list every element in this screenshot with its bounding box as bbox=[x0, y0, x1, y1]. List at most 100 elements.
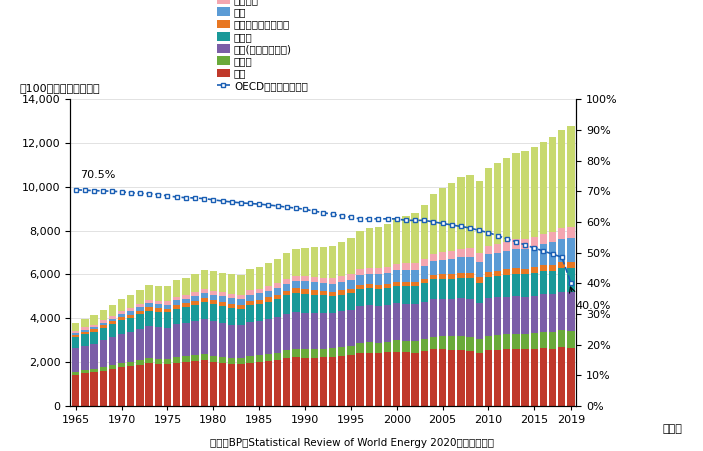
Bar bbox=[100, 371, 107, 406]
Bar bbox=[549, 137, 556, 232]
Bar bbox=[91, 329, 98, 332]
Bar bbox=[72, 375, 79, 406]
Bar bbox=[109, 324, 116, 337]
Bar bbox=[109, 365, 116, 369]
Bar bbox=[402, 270, 410, 282]
Bar bbox=[146, 358, 153, 363]
Bar bbox=[155, 364, 162, 406]
Bar bbox=[182, 356, 190, 362]
Bar bbox=[476, 283, 483, 303]
Bar bbox=[136, 360, 143, 365]
Bar bbox=[338, 242, 345, 276]
Bar bbox=[393, 281, 401, 286]
Bar bbox=[347, 355, 354, 406]
Bar bbox=[420, 339, 428, 351]
Bar bbox=[72, 331, 79, 333]
Bar bbox=[311, 358, 318, 406]
Bar bbox=[209, 272, 217, 290]
Bar bbox=[320, 283, 327, 291]
Bar bbox=[439, 350, 446, 406]
Bar bbox=[522, 249, 529, 269]
Bar bbox=[274, 317, 281, 353]
Text: 70.5%: 70.5% bbox=[80, 170, 116, 180]
Text: 40.0%: 40.0% bbox=[576, 301, 611, 311]
Bar bbox=[356, 289, 363, 306]
Bar bbox=[338, 356, 345, 406]
Bar bbox=[375, 285, 382, 289]
Bar bbox=[191, 321, 199, 355]
Bar bbox=[164, 313, 171, 328]
Bar bbox=[109, 319, 116, 322]
Bar bbox=[200, 270, 208, 289]
Bar bbox=[173, 305, 181, 308]
Bar bbox=[567, 292, 574, 331]
Bar bbox=[311, 313, 318, 349]
Bar bbox=[439, 252, 446, 260]
Bar bbox=[127, 295, 134, 308]
Bar bbox=[274, 353, 281, 360]
Bar bbox=[540, 348, 547, 406]
Bar bbox=[430, 337, 437, 350]
Bar bbox=[494, 350, 501, 406]
Bar bbox=[182, 323, 190, 356]
Bar bbox=[283, 314, 290, 350]
Bar bbox=[237, 299, 245, 305]
Bar bbox=[338, 276, 345, 282]
Bar bbox=[302, 289, 309, 294]
Bar bbox=[402, 263, 410, 270]
Bar bbox=[347, 238, 354, 274]
Bar bbox=[384, 284, 392, 288]
Bar bbox=[384, 342, 392, 352]
Bar bbox=[448, 299, 456, 336]
Bar bbox=[448, 183, 456, 251]
Bar bbox=[118, 320, 125, 334]
Bar bbox=[82, 332, 89, 335]
Bar bbox=[503, 269, 510, 275]
Bar bbox=[320, 349, 327, 357]
Bar bbox=[549, 294, 556, 332]
Bar bbox=[457, 350, 465, 406]
Bar bbox=[127, 318, 134, 332]
Bar bbox=[512, 274, 520, 296]
Bar bbox=[155, 301, 162, 304]
Bar bbox=[540, 244, 547, 265]
Bar bbox=[522, 350, 529, 406]
Bar bbox=[265, 286, 272, 291]
Bar bbox=[164, 328, 171, 359]
Bar bbox=[457, 336, 465, 350]
Bar bbox=[402, 341, 410, 352]
Bar bbox=[146, 285, 153, 300]
Bar bbox=[200, 360, 208, 406]
Bar bbox=[191, 301, 199, 304]
Bar bbox=[200, 299, 208, 302]
Bar bbox=[136, 365, 143, 406]
Bar bbox=[118, 314, 125, 317]
Bar bbox=[347, 289, 354, 293]
Bar bbox=[246, 322, 254, 356]
Bar bbox=[302, 281, 309, 289]
Bar bbox=[384, 224, 392, 267]
Bar bbox=[375, 306, 382, 343]
Bar bbox=[512, 349, 520, 406]
Bar bbox=[283, 279, 290, 284]
Bar bbox=[118, 311, 125, 314]
Bar bbox=[72, 372, 79, 375]
Bar bbox=[567, 227, 574, 238]
Bar bbox=[476, 353, 483, 406]
Bar bbox=[228, 304, 236, 308]
Bar bbox=[237, 309, 245, 325]
Bar bbox=[311, 349, 318, 358]
Bar bbox=[402, 286, 410, 304]
Bar bbox=[347, 310, 354, 345]
Bar bbox=[228, 274, 236, 294]
Bar bbox=[375, 289, 382, 306]
Bar bbox=[191, 295, 199, 301]
Bar bbox=[567, 262, 574, 268]
Bar bbox=[182, 307, 190, 323]
Bar bbox=[558, 262, 565, 268]
Bar bbox=[91, 373, 98, 406]
Bar bbox=[302, 349, 309, 358]
Text: （年）: （年） bbox=[662, 424, 683, 434]
Bar bbox=[457, 298, 465, 336]
Bar bbox=[283, 350, 290, 358]
